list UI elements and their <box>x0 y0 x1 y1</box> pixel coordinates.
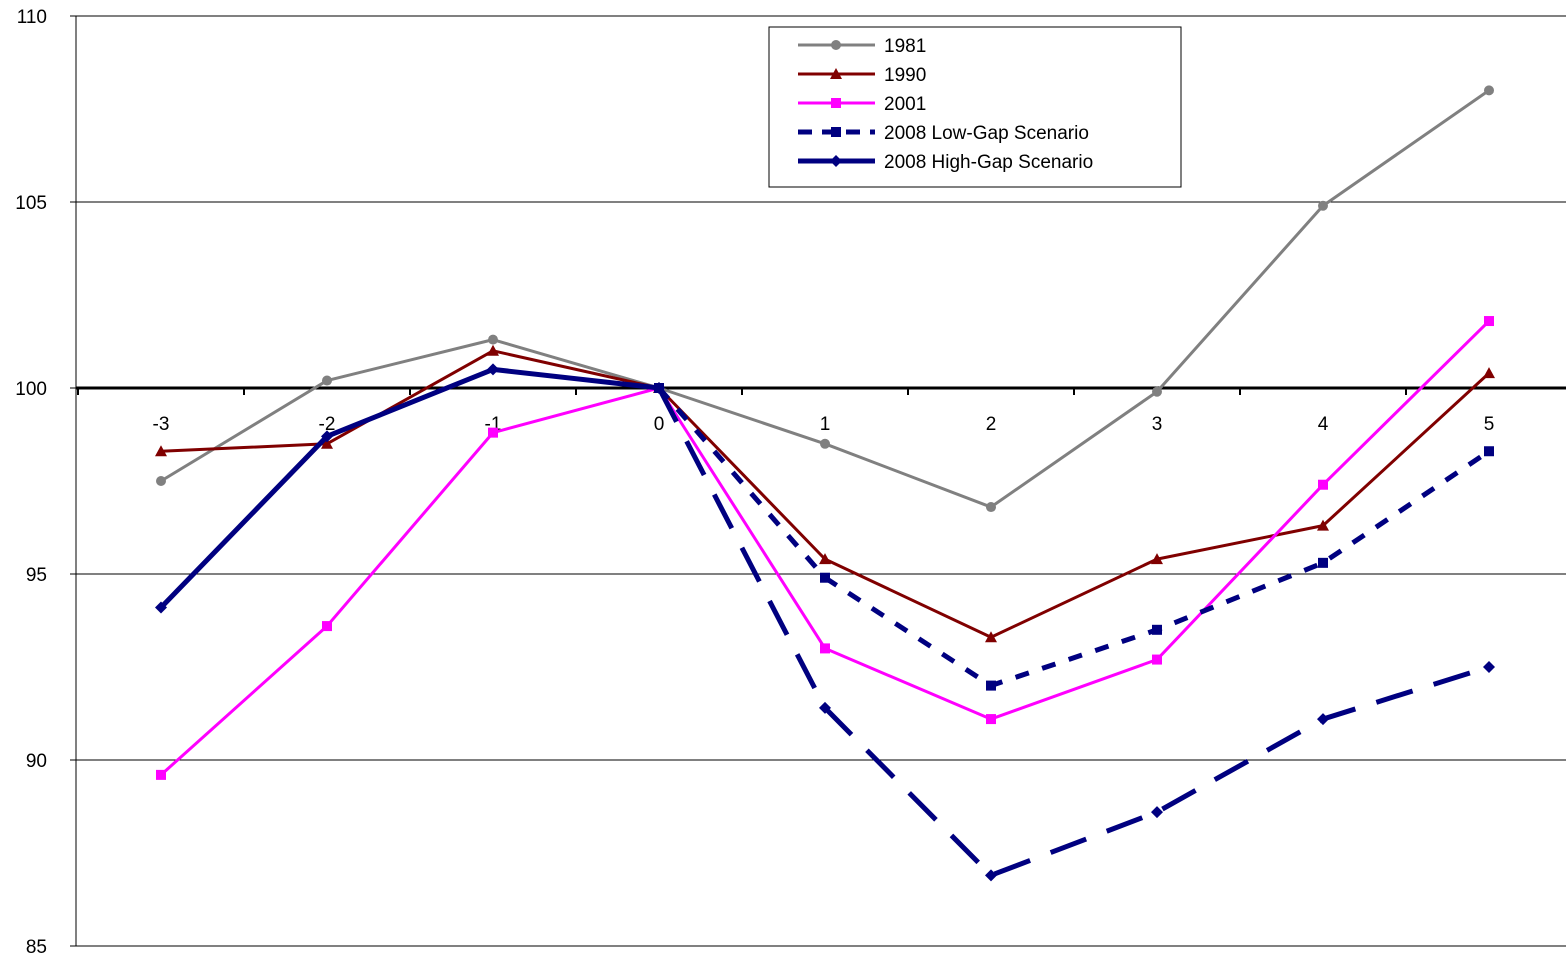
x-tick-label: 3 <box>1152 414 1163 435</box>
legend-entry: 2001 <box>798 94 926 115</box>
series-line <box>656 386 1490 879</box>
series-2008-high-gap-scenario <box>155 363 1495 882</box>
series-line <box>657 386 1491 689</box>
x-tick-label: -3 <box>153 414 170 435</box>
point-marker <box>1484 316 1494 327</box>
x-tick-label: 0 <box>654 414 665 435</box>
y-tick-label: 105 <box>15 193 47 214</box>
x-tick-label: -2 <box>319 414 336 435</box>
point-marker <box>1318 479 1328 490</box>
x-axis-ticks: -3 -2 -1 0 1 2 3 4 5 <box>153 414 1495 435</box>
point-marker <box>1152 386 1162 397</box>
point-marker <box>487 344 499 356</box>
series-lines <box>155 85 1495 882</box>
point-marker <box>985 631 997 643</box>
legend-entry: 1990 <box>798 65 926 86</box>
point-marker <box>1318 200 1328 211</box>
series-line <box>160 349 1491 639</box>
point-marker <box>831 40 841 50</box>
point-marker <box>322 621 332 632</box>
legend: 1981 1990 2001 2008 Low-Gap Scenario 2008 Hi… <box>768 26 1182 188</box>
point-marker <box>1317 519 1329 531</box>
legend-label: 1990 <box>884 65 926 86</box>
point-marker <box>820 572 830 583</box>
point-marker <box>1484 446 1494 457</box>
series-line <box>159 366 660 610</box>
legend-entry: 1981 <box>798 36 926 57</box>
y-tick-label: 85 <box>26 937 47 955</box>
point-marker <box>1484 85 1494 96</box>
point-marker <box>830 155 842 167</box>
point-marker <box>820 438 830 449</box>
point-marker <box>1152 624 1162 635</box>
legend-label: 2001 <box>884 94 926 115</box>
x-tick-label: 2 <box>986 414 997 435</box>
point-marker <box>1151 553 1163 565</box>
point-marker <box>985 869 997 882</box>
y-tick-label: 100 <box>15 379 47 400</box>
point-marker <box>1318 557 1328 568</box>
point-marker <box>1483 661 1495 673</box>
legend-entry: 2008 Low-Gap Scenario <box>798 123 1089 144</box>
y-tick-label: 110 <box>17 7 47 28</box>
point-marker <box>321 437 333 449</box>
point-marker <box>322 375 332 386</box>
point-marker <box>819 553 831 565</box>
point-marker <box>819 701 831 714</box>
legend-label: 2008 Low-Gap Scenario <box>884 123 1089 144</box>
x-tick-label: 1 <box>820 414 831 435</box>
point-marker <box>1483 367 1495 379</box>
x-tick-label: 5 <box>1484 414 1495 435</box>
point-marker <box>831 98 841 108</box>
legend-entry: 2008 High-Gap Scenario <box>798 152 1093 173</box>
point-marker <box>487 363 499 376</box>
y-axis-ticks: 85 90 95 100 105 110 <box>15 7 47 955</box>
point-marker <box>155 445 167 457</box>
point-marker <box>986 680 996 691</box>
point-marker <box>155 601 167 614</box>
point-marker <box>1317 713 1329 726</box>
point-marker <box>986 714 996 725</box>
x-tick-label: 4 <box>1318 414 1329 435</box>
point-marker <box>156 476 166 486</box>
legend-label: 2008 High-Gap Scenario <box>884 152 1093 173</box>
point-marker <box>830 68 842 79</box>
point-marker <box>986 502 996 513</box>
point-marker <box>653 382 665 394</box>
y-tick-label: 90 <box>26 751 47 772</box>
legend-label: 1981 <box>884 36 926 57</box>
legend-items: 1981 1990 2001 2008 Low-Gap Scenario 2008 Hi… <box>798 36 1093 173</box>
axes <box>70 15 1566 947</box>
series-1981 <box>156 85 1494 513</box>
point-marker <box>488 427 498 438</box>
point-marker <box>820 643 830 654</box>
y-tick-label: 95 <box>26 565 47 586</box>
point-marker <box>156 769 166 780</box>
point-marker <box>831 127 841 137</box>
point-marker <box>1151 806 1163 819</box>
point-marker <box>1152 654 1162 665</box>
point-marker <box>321 430 333 443</box>
point-marker <box>488 334 498 345</box>
